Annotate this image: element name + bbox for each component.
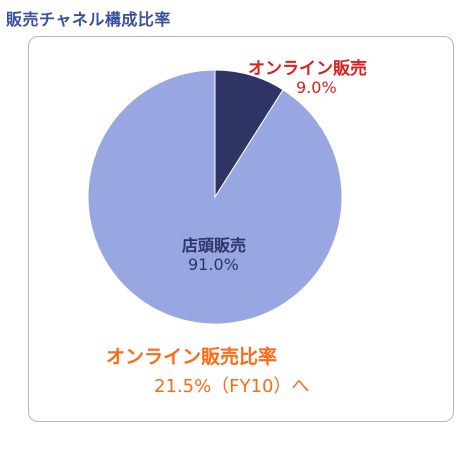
online-ratio-note-value: 21.5%（FY10）へ	[154, 376, 310, 397]
slice-label-store: 店頭販売	[182, 236, 247, 255]
slice-value-online: 9.0%	[296, 78, 337, 97]
slice-label-online: オンライン販売	[248, 59, 367, 79]
page-title: 販売チャネル構成比率	[6, 10, 171, 29]
slice-value-store: 91.0%	[188, 255, 239, 274]
online-ratio-note-label: オンライン販売比率	[106, 346, 278, 368]
pie-slice-store	[87, 69, 343, 325]
